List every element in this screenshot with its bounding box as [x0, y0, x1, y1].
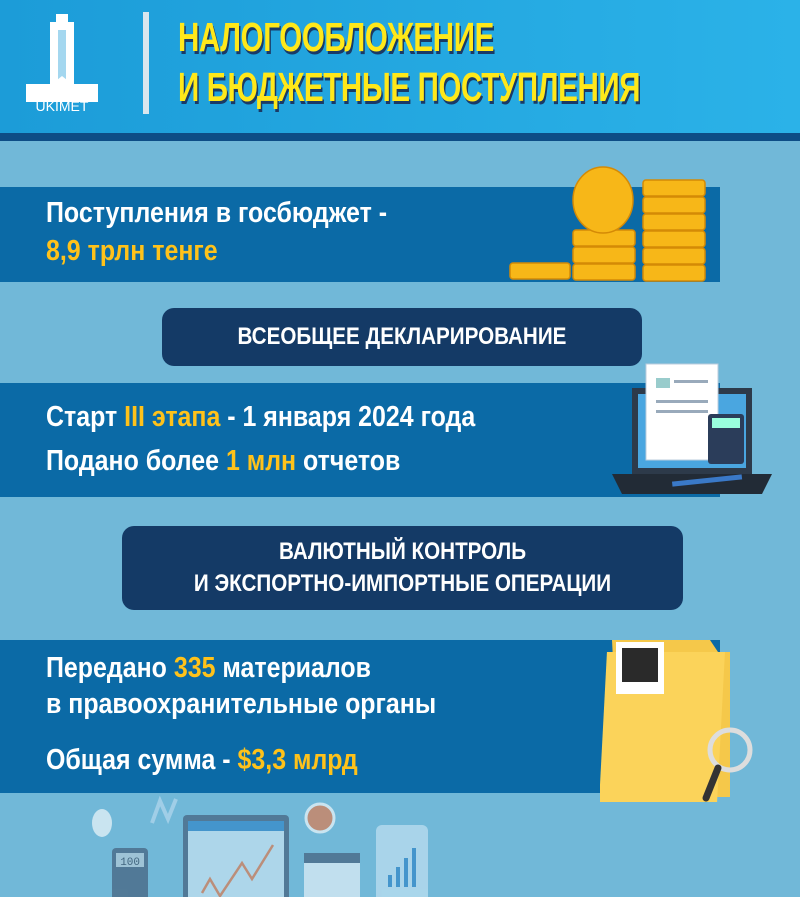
folder-magnifier-icon — [600, 640, 753, 802]
line-chart-icon — [150, 795, 178, 825]
logo-text: UKIMET — [35, 98, 89, 114]
calculator-display: 100 — [120, 857, 140, 869]
header — [0, 0, 800, 133]
materials-text: Передано 335 материалов — [46, 652, 371, 684]
declaration-start-text: Старт III этапа - 1 января 2024 года — [46, 401, 476, 433]
government-building-logo-icon — [26, 14, 98, 102]
laptop-document-icon — [612, 363, 772, 494]
universal-declaration-heading: ВСЕОБЩЕЕ ДЕКЛАРИРОВАНИЕ — [162, 308, 642, 366]
page-title: НАЛОГООБЛОЖЕНИЕ И БЮДЖЕТНЫЕ ПОСТУПЛЕНИЯ — [178, 14, 641, 110]
header-separator — [143, 12, 149, 114]
growth-chart-icon — [376, 825, 428, 897]
total-amount-text: Общая сумма - $3,3 млрд — [46, 744, 358, 776]
clock-icon — [304, 802, 336, 834]
law-enforcement-text: в правоохранительные органы — [46, 688, 437, 720]
declaration-reports-text: Подано более 1 млн отчетов — [46, 445, 401, 477]
coins-icon — [509, 166, 706, 282]
finance-illustration: 100 — [92, 795, 428, 897]
budget-revenue-value: 8,9 трлн тенге — [46, 235, 218, 267]
budget-revenue-label: Поступления в госбюджет - — [46, 197, 388, 229]
header-divider — [0, 133, 800, 141]
currency-control-band: Передано 335 материалов в правоохранител… — [0, 640, 720, 793]
currency-control-heading: ВАЛЮТНЫЙ КОНТРОЛЬ И ЭКСПОРТНО-ИМПОРТНЫЕ О… — [122, 526, 683, 610]
lightbulb-icon — [92, 809, 112, 837]
declaration-band: Старт III этапа - 1 января 2024 года Под… — [0, 383, 720, 497]
